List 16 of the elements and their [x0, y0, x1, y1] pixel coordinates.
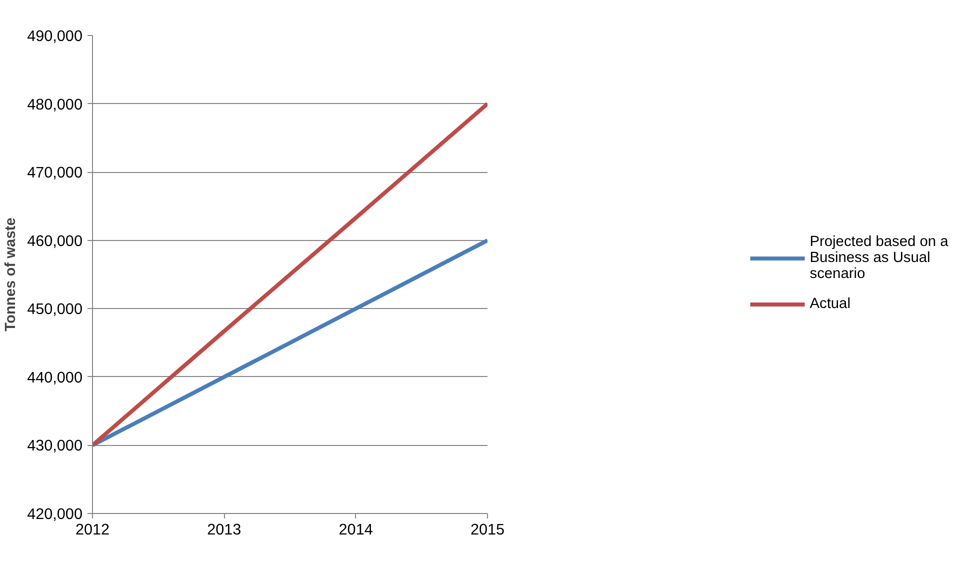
y-tick-label: 440,000 — [27, 369, 83, 386]
y-tick-label: 490,000 — [27, 28, 83, 45]
y-axis-title: Tonnes of waste — [3, 218, 20, 332]
x-tick-label: 2014 — [338, 522, 374, 538]
y-tick-label: 450,000 — [27, 301, 83, 318]
x-tick-label: 2013 — [207, 522, 242, 538]
line-series — [92, 238, 488, 448]
y-tick-label: 480,000 — [27, 96, 83, 114]
x-tick-label: 2015 — [470, 522, 505, 538]
x-tick-label: 2012 — [75, 522, 110, 538]
y-tick-label: 470,000 — [27, 164, 83, 182]
y-tick-label: 460,000 — [27, 232, 83, 250]
legend-label: Actual — [810, 296, 852, 312]
y-tick-label: 420,000 — [27, 506, 83, 523]
y-tick-label: 430,000 — [27, 438, 83, 455]
legend-label: Projected based on a Business as Usual scenario — [810, 234, 948, 282]
